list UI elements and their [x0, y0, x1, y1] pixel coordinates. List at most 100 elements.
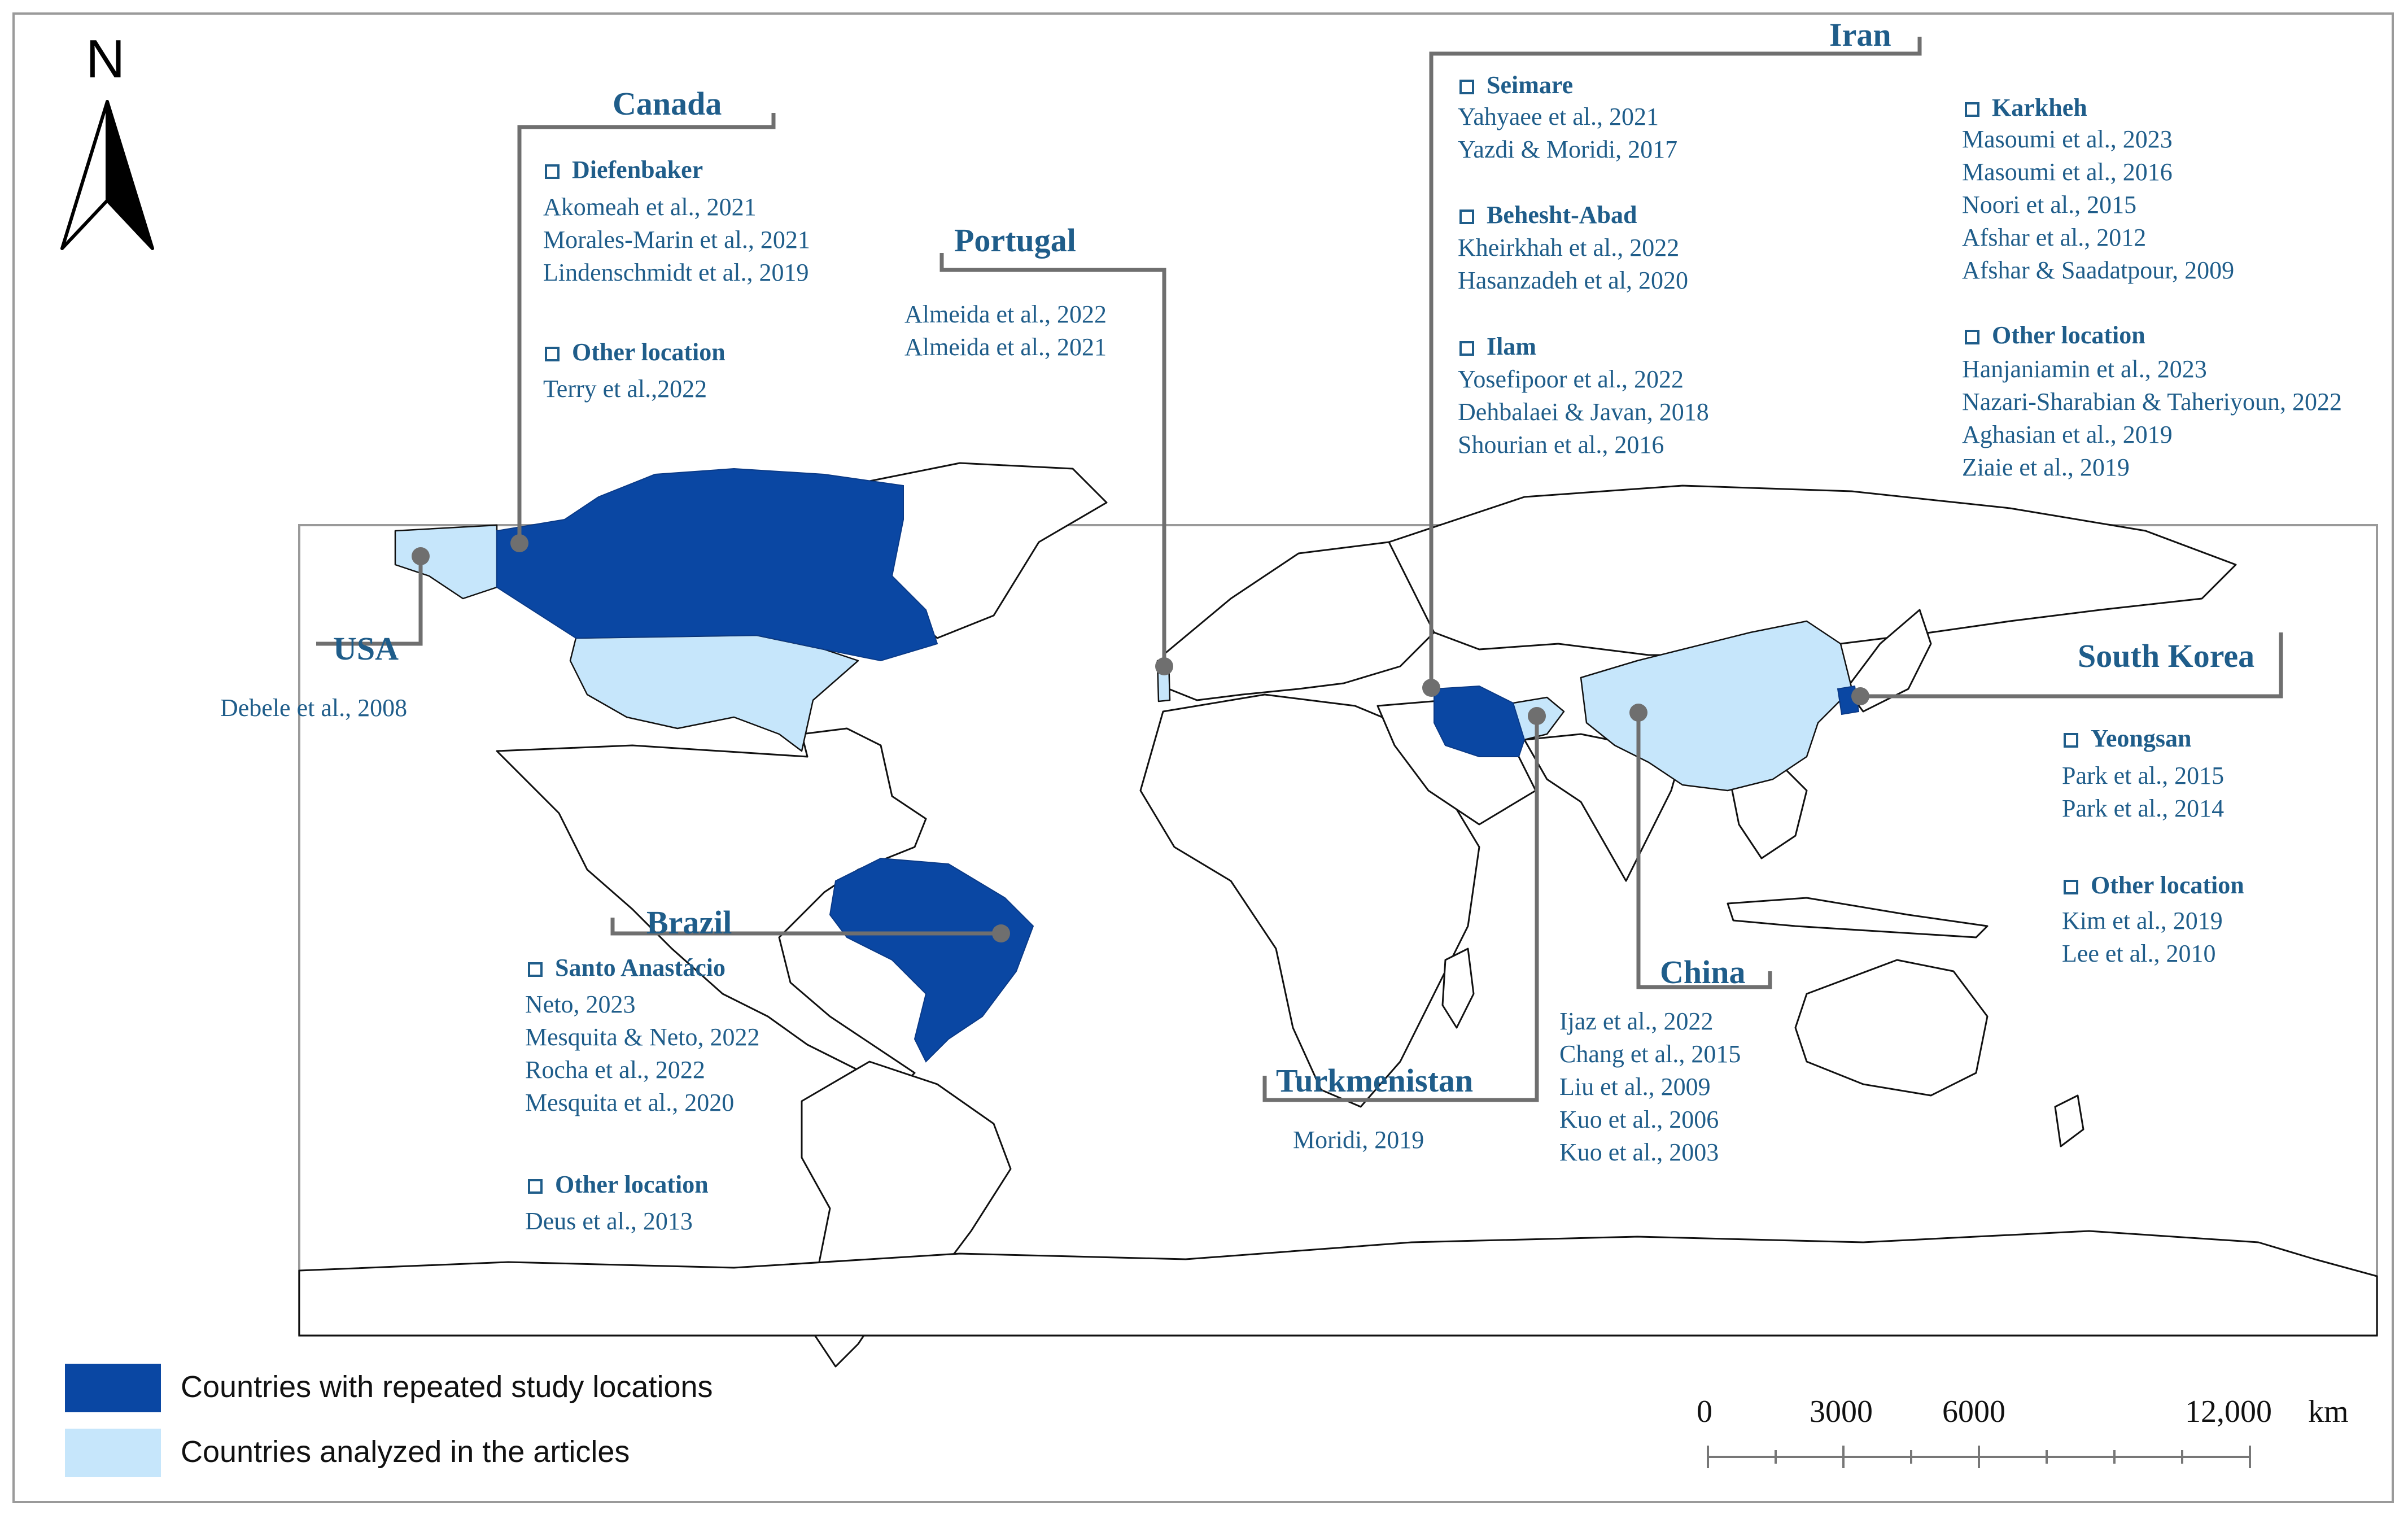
reference-item: Rocha et al., 2022: [525, 1056, 705, 1084]
turkmenistan-country-label: Turkmenistan: [1276, 1062, 1474, 1099]
reference-item: Lee et al., 2010: [2062, 940, 2216, 967]
turkmenistan-refs: Moridi, 2019: [1293, 1124, 1424, 1156]
canada-refs-diefenbaker: Akomeah et al., 2021 Morales-Marin et al…: [543, 191, 810, 289]
south-korea-site-yeongsan: Yeongsan: [2064, 724, 2192, 753]
reference-item: Mesquita & Neto, 2022: [525, 1023, 760, 1051]
iran-country-label: Iran: [1829, 16, 1891, 53]
turkmenistan-location-dot: [1528, 707, 1546, 725]
usa-refs: Debele et al., 2008: [220, 692, 407, 724]
reference-item: Lindenschmidt et al., 2019: [543, 259, 809, 286]
scale-tick-3000: 3000: [1810, 1394, 1873, 1429]
reference-item: Park et al., 2015: [2062, 762, 2225, 789]
iran-refs-karkheh: Masoumi et al., 2023 Masoumi et al., 201…: [1962, 123, 2234, 287]
brazil-site-other: Other location: [528, 1170, 709, 1199]
iran-refs-seimare: Yahyaee et al., 2021 Yazdi & Moridi, 201…: [1458, 101, 1677, 166]
iran-site-karkheh: Karkheh: [1965, 93, 2087, 122]
south-korea-refs-yeongsan: Park et al., 2015 Park et al., 2014: [2062, 760, 2224, 825]
canada-country-label: Canada: [613, 85, 722, 122]
south-korea-location-dot: [1851, 687, 1869, 705]
canada-site-diefenbaker: Diefenbaker: [545, 155, 703, 184]
turkmenistan-leader-line: [1262, 716, 1539, 1102]
checkbox-icon: [2064, 880, 2078, 894]
portugal-leader-line: [939, 253, 1166, 666]
canada-site-other: Other location: [545, 338, 726, 366]
site-name: Karkheh: [1992, 94, 2087, 121]
legend-swatch-analyzed: [65, 1429, 161, 1477]
reference-item: Masoumi et al., 2016: [1962, 158, 2173, 186]
checkbox-icon: [528, 1179, 543, 1194]
indonesia-outline: [1727, 897, 1989, 939]
brazil-refs-other: Deus et al., 2013: [525, 1205, 693, 1238]
checkbox-icon: [1965, 102, 1979, 117]
reference-item: Shourian et al., 2016: [1458, 431, 1664, 459]
iran-site-other: Other location: [1965, 321, 2145, 350]
canada-leader-line: [517, 113, 776, 543]
checkbox-icon: [1459, 341, 1474, 356]
usa-leader-line: [316, 556, 423, 646]
south-korea-leader-line: [1860, 632, 2283, 699]
reference-item: Afshar & Saadatpour, 2009: [1962, 256, 2235, 284]
iran-refs-behesht-abad: Kheirkhah et al., 2022 Hasanzadeh et al,…: [1458, 232, 1688, 297]
iran-region: [1434, 685, 1526, 757]
portugal-country-label: Portugal: [954, 222, 1076, 259]
china-leader-line: [1636, 713, 1772, 989]
brazil-site-santo-anastacio: Santo Anastácio: [528, 953, 726, 982]
reference-item: Terry et al.,2022: [543, 375, 707, 403]
reference-item: Liu et al., 2009: [1559, 1073, 1711, 1101]
site-name: Diefenbaker: [572, 156, 703, 184]
site-name: Santo Anastácio: [555, 954, 726, 981]
reference-item: Afshar et al., 2012: [1962, 224, 2147, 251]
site-name: Seimare: [1487, 71, 1574, 99]
madagascar-outline: [1441, 948, 1475, 1029]
canada-location-dot: [510, 534, 528, 552]
reference-item: Chang et al., 2015: [1559, 1040, 1741, 1068]
reference-item: Yosefipoor et al., 2022: [1458, 365, 1684, 393]
reference-item: Morales-Marin et al., 2021: [543, 226, 810, 254]
alaska-region: [394, 524, 498, 600]
brazil-leader-line: [610, 918, 1001, 936]
australia-outline: [1794, 959, 1989, 1097]
scale-tick-6000: 6000: [1942, 1394, 2005, 1429]
europe-outline: [1162, 541, 1446, 701]
reference-item: Kuo et al., 2006: [1559, 1106, 1719, 1133]
reference-item: Hanjaniamin et al., 2023: [1962, 355, 2207, 383]
brazil-country-label: Brazil: [646, 904, 732, 941]
reference-item: Nazari-Sharabian & Taheriyoun, 2022: [1962, 388, 2342, 416]
iran-site-seimare: Seimare: [1459, 71, 1573, 99]
site-name: Other location: [2091, 871, 2244, 899]
reference-item: Kuo et al., 2003: [1559, 1138, 1719, 1166]
south-korea-site-other: Other location: [2064, 871, 2244, 900]
iran-site-behesht-abad: Behesht-Abad: [1459, 200, 1637, 229]
checkbox-icon: [1459, 80, 1474, 94]
reference-item: Kheirkhah et al., 2022: [1458, 234, 1680, 261]
south-korea-refs-other: Kim et al., 2019 Lee et al., 2010: [2062, 905, 2223, 970]
iran-location-dot: [1422, 679, 1440, 697]
reference-item: Debele et al., 2008: [220, 694, 408, 722]
reference-item: Ziaie et al., 2019: [1962, 453, 2130, 481]
site-name: Behesht-Abad: [1487, 201, 1637, 229]
legend-label-repeated: Countries with repeated study locations: [181, 1370, 713, 1404]
china-country-label: China: [1660, 954, 1746, 990]
site-name: Other location: [572, 338, 726, 366]
reference-item: Hasanzadeh et al, 2020: [1458, 267, 1689, 294]
north-label: N: [86, 29, 125, 89]
reference-item: Yazdi & Moridi, 2017: [1458, 136, 1678, 163]
iran-site-ilam: Ilam: [1459, 332, 1536, 361]
figure-frame: [12, 12, 2394, 1503]
south-korea-country-label: South Korea: [2078, 638, 2255, 674]
iran-leader-line: [1429, 37, 1922, 688]
iran-refs-ilam: Yosefipoor et al., 2022 Dehbalaei & Java…: [1458, 363, 1709, 461]
reference-item: Noori et al., 2015: [1962, 191, 2137, 219]
site-name: Other location: [555, 1171, 709, 1198]
china-refs: Ijaz et al., 2022 Chang et al., 2015 Liu…: [1559, 1005, 1741, 1169]
antarctica-outline: [298, 1230, 2378, 1337]
checkbox-icon: [528, 962, 543, 977]
reference-item: Mesquita et al., 2020: [525, 1089, 735, 1116]
site-name: Yeongsan: [2091, 724, 2192, 752]
north-arrow-icon: [60, 100, 154, 250]
usa-country-label: USA: [333, 630, 399, 667]
reference-item: Yahyaee et al., 2021: [1458, 103, 1659, 130]
reference-item: Akomeah et al., 2021: [543, 193, 757, 221]
scale-bar-icon: [1707, 1446, 2251, 1468]
